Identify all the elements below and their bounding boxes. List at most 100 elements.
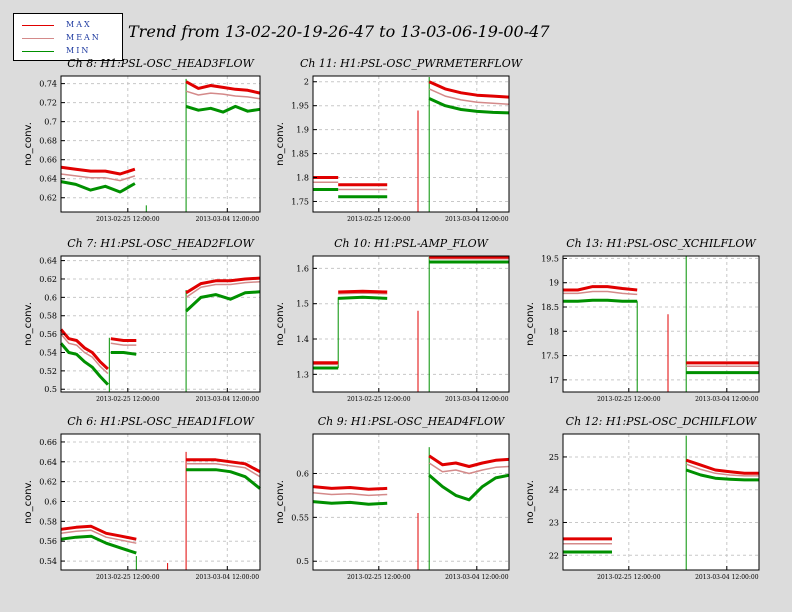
series-max-segment-2 xyxy=(428,80,510,99)
chart-title: Ch 6: H1:PSL-OSC_HEAD1FLOW xyxy=(67,415,255,428)
x-tick-label: 2013-02-25 12:00:00 xyxy=(347,396,411,403)
series-min-segment-2 xyxy=(185,290,261,313)
y-tick-label: 1.6 xyxy=(296,264,309,273)
legend-item-mean: MEAN xyxy=(22,32,120,44)
series-min-segment-1 xyxy=(685,468,759,482)
y-tick-label: 17 xyxy=(549,376,559,385)
series-min-segment-0 xyxy=(60,534,137,555)
y-tick-label: 0.5 xyxy=(44,385,57,394)
y-tick-label: 18.5 xyxy=(541,303,559,312)
plot-frame xyxy=(60,255,261,393)
y-tick-label: 0.6 xyxy=(44,293,57,302)
series-min-segment-1 xyxy=(428,473,510,502)
y-tick-label: 0.62 xyxy=(39,275,57,284)
y-tick-label: 1.85 xyxy=(291,150,309,159)
y-tick-label: 0.6 xyxy=(296,469,309,478)
chart-panel-1: 1.75 1.8 1.85 1.9 1.95 2 2013-02-25 12:00:00 20… xyxy=(275,57,524,223)
y-tick-label: 1.3 xyxy=(296,370,309,379)
y-tick-label: 0.55 xyxy=(291,513,309,522)
plot-frame xyxy=(562,433,760,571)
legend-label-min: MIN xyxy=(66,46,91,55)
legend-item-max: MAX xyxy=(22,19,120,31)
y-tick-label: 0.58 xyxy=(39,517,57,526)
y-axis-label: no_conv. xyxy=(525,302,536,346)
series-mean-segment-0 xyxy=(60,333,109,375)
legend-item-min: MIN xyxy=(22,45,120,57)
y-tick-label: 19.5 xyxy=(541,254,559,263)
series-max-segment-1 xyxy=(685,458,759,475)
series-max-segment-1 xyxy=(428,454,510,468)
y-tick-label: 0.64 xyxy=(39,175,57,184)
chart-title: Ch 13: H1:PSL-OSC_XCHILFLOW xyxy=(566,237,757,250)
y-tick-label: 1.5 xyxy=(296,300,309,309)
series-mean-segment-1 xyxy=(338,292,388,295)
y-tick-label: 0.72 xyxy=(39,99,57,108)
series-max-segment-2 xyxy=(185,276,261,295)
x-tick-label: 2013-03-04 12:00:00 xyxy=(196,574,260,581)
series-max-segment-1 xyxy=(338,289,388,294)
series-max-segment-1 xyxy=(110,337,137,342)
x-tick-label: 2013-02-25 12:00:00 xyxy=(96,574,160,581)
y-axis-label: no_conv. xyxy=(275,122,286,166)
plot-frame xyxy=(312,255,510,393)
x-tick-label: 2013-02-25 12:00:00 xyxy=(597,396,661,403)
series-mean-segment-0 xyxy=(60,529,137,544)
x-tick-label: 2013-02-25 12:00:00 xyxy=(96,216,160,223)
y-tick-label: 0.62 xyxy=(39,478,57,487)
chart-panel-2: 0.5 0.52 0.54 0.56 0.58 0.6 0.62 0.64 2013-02-25… xyxy=(23,237,261,403)
y-tick-label: 0.5 xyxy=(296,557,309,566)
legend: MAX MEAN MIN xyxy=(13,13,123,61)
y-tick-label: 0.56 xyxy=(39,330,57,339)
plot-area xyxy=(563,434,759,570)
series-min-segment-1 xyxy=(338,295,388,300)
series-min-segment-0 xyxy=(563,298,638,303)
x-tick-label: 2013-02-25 12:00:00 xyxy=(347,216,411,223)
plot-area xyxy=(61,256,260,392)
y-tick-label: 18 xyxy=(549,327,559,336)
y-tick-label: 1.9 xyxy=(296,126,309,135)
y-tick-label: 1.4 xyxy=(296,335,309,344)
x-tick-label: 2013-03-04 12:00:00 xyxy=(445,574,509,581)
series-mean-segment-1 xyxy=(685,463,759,477)
plot-area xyxy=(313,256,509,392)
chart-title: Ch 12: H1:PSL-OSC_DCHILFLOW xyxy=(566,415,758,428)
chart-panel-3: 1.3 1.4 1.5 1.6 2013-02-25 12:00:00 2013-03-0… xyxy=(275,237,510,403)
legend-label-mean: MEAN xyxy=(66,33,101,42)
y-tick-label: 2 xyxy=(304,78,309,87)
y-tick-label: 0.58 xyxy=(39,312,57,321)
y-tick-label: 1.75 xyxy=(291,197,309,206)
series-max-segment-0 xyxy=(563,285,638,292)
legend-swatch-min xyxy=(22,51,54,52)
page-title: Trend from 13-02-20-19-26-47 to 13-03-06… xyxy=(128,22,550,41)
chart-panel-6: 0.5 0.55 0.6 2013-02-25 12:00:00 2013-03-04 … xyxy=(275,415,510,581)
series-mean-segment-0 xyxy=(312,492,388,497)
y-tick-label: 0.74 xyxy=(39,80,57,89)
y-tick-label: 0.6 xyxy=(44,498,57,507)
series-min-segment-0 xyxy=(60,180,136,194)
series-mean-segment-2 xyxy=(428,88,510,106)
x-tick-label: 2013-03-04 12:00:00 xyxy=(196,396,260,403)
y-tick-label: 0.54 xyxy=(39,348,57,357)
chart-panel-7: 22 23 24 25 2013-02-25 12:00:00 2013-03-04 12… xyxy=(525,415,760,581)
series-mean-segment-2 xyxy=(185,280,261,299)
series-min-segment-1 xyxy=(186,468,261,490)
y-tick-label: 1.95 xyxy=(291,102,309,111)
plot-frame xyxy=(312,75,510,213)
series-min-segment-0 xyxy=(312,500,388,506)
legend-label-max: MAX xyxy=(66,20,92,29)
y-tick-label: 0.64 xyxy=(39,257,57,266)
y-tick-label: 24 xyxy=(549,486,559,495)
series-min-segment-2 xyxy=(428,97,510,115)
series-min-segment-1 xyxy=(110,351,137,356)
y-axis-label: no_conv. xyxy=(525,480,536,524)
plot-area xyxy=(61,76,260,212)
y-tick-label: 0.56 xyxy=(39,537,57,546)
y-tick-label: 0.68 xyxy=(39,137,57,146)
y-tick-label: 1.8 xyxy=(296,174,309,183)
x-tick-label: 2013-03-04 12:00:00 xyxy=(445,396,509,403)
y-tick-label: 0.66 xyxy=(39,438,57,447)
x-tick-label: 2013-03-04 12:00:00 xyxy=(196,216,260,223)
y-tick-label: 0.7 xyxy=(44,118,57,127)
chart-title: Ch 7: H1:PSL-OSC_HEAD2FLOW xyxy=(67,237,255,250)
